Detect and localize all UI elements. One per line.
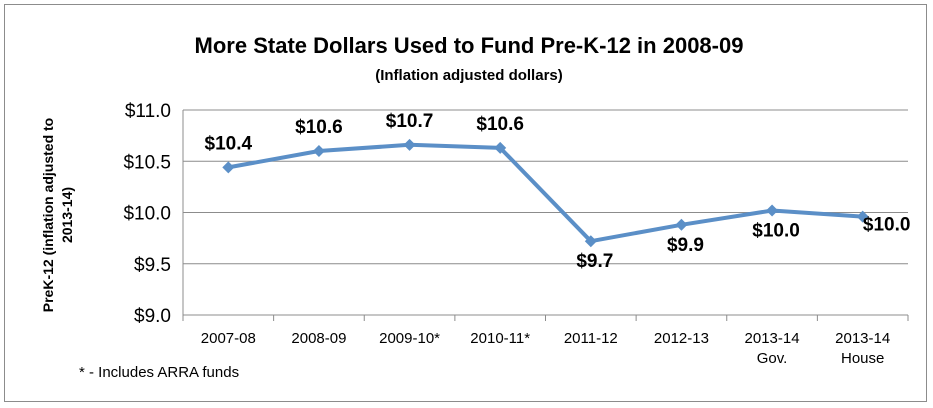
y-tick-label: $10.5 <box>123 152 171 173</box>
chart-subtitle: (Inflation adjusted dollars) <box>375 67 563 84</box>
x-tick-label: Gov. <box>757 350 788 367</box>
x-tick-label: 2012-13 <box>654 330 709 347</box>
data-label: $10.0 <box>863 215 911 236</box>
gridlines <box>182 109 909 321</box>
data-series <box>222 138 869 248</box>
data-label: $9.7 <box>576 251 613 272</box>
data-labels: $10.4 $10.6 $10.7 $10.6 $9.7 $9.9 $10.0 $10.0 <box>205 111 911 272</box>
y-tick-label: $10.0 <box>123 204 171 225</box>
data-point <box>403 138 416 151</box>
data-point <box>584 235 597 248</box>
x-tick-label: 2008-09 <box>291 330 346 347</box>
y-tick-label: $11.0 <box>125 101 171 122</box>
data-label: $10.0 <box>752 220 800 241</box>
chart-title: More State Dollars Used to Fund Pre-K-12… <box>195 33 744 58</box>
data-label: $10.4 <box>205 133 253 154</box>
x-tick-label: 2009-10* <box>379 330 440 347</box>
data-label: $10.7 <box>386 111 434 132</box>
data-label: $10.6 <box>295 117 343 138</box>
x-axis-ticks: 2007-08 2008-09 2009-10* 2010-11* 2011-12 201… <box>201 330 890 367</box>
x-tick-label: 2010-11* <box>470 330 530 347</box>
data-label: $9.9 <box>667 235 704 256</box>
chart-frame: More State Dollars Used to Fund Pre-K-12… <box>4 4 927 402</box>
data-point <box>675 218 688 231</box>
data-point <box>494 141 507 154</box>
x-tick-label: 2013-14 <box>745 330 800 347</box>
data-point <box>312 145 325 157</box>
data-point <box>766 204 779 217</box>
y-tick-label: $9.5 <box>134 255 171 276</box>
chart-svg: More State Dollars Used to Fund Pre-K-12… <box>40 33 911 381</box>
series-line <box>226 142 865 244</box>
x-tick-label: 2011-12 <box>564 330 618 347</box>
data-label: $10.6 <box>476 114 524 135</box>
x-tick-label: House <box>841 350 884 367</box>
x-tick-label: 2007-08 <box>201 330 256 347</box>
y-axis-title: PreK-12 (inflation adjusted to 2013-14) <box>40 118 75 312</box>
y-axis-title-line: PreK-12 (inflation adjusted to <box>40 118 56 312</box>
y-axis-ticks: $11.0 $10.5 $10.0 $9.5 $9.0 <box>123 101 171 327</box>
x-tick-label: 2013-14 <box>835 330 890 347</box>
data-point <box>222 161 235 174</box>
footnote: * - Includes ARRA funds <box>79 364 239 381</box>
data-point <box>856 210 869 223</box>
y-axis-title-line: 2013-14) <box>59 187 75 243</box>
y-tick-label: $9.0 <box>134 306 171 327</box>
